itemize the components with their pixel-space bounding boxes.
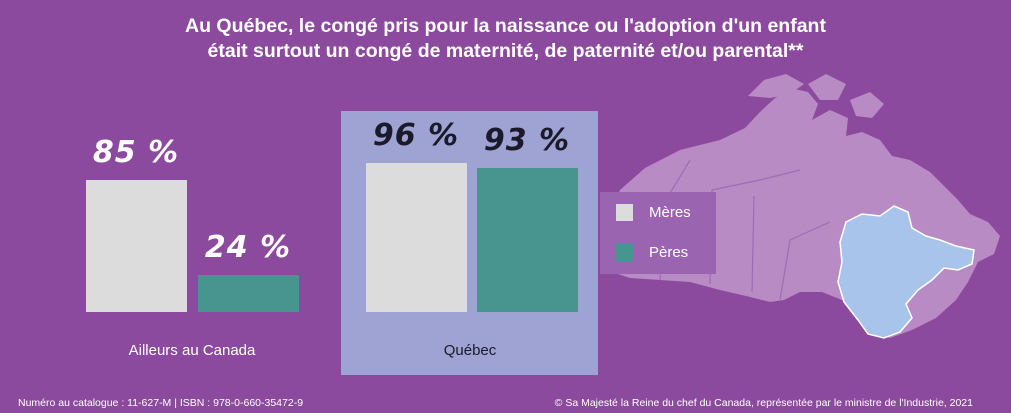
data-label-quebec-meres: 96 % xyxy=(372,118,460,154)
chart-title-line-2: était surtout un congé de maternité, de … xyxy=(207,40,804,62)
footer-copyright: © Sa Majesté la Reine du chef du Canada,… xyxy=(554,397,973,409)
category-label-quebec: Québec xyxy=(443,342,497,359)
data-label-ailleurs-peres: 24 % xyxy=(204,229,292,265)
quebec-map-shape xyxy=(837,205,975,339)
legend-swatch-peres xyxy=(616,244,633,261)
legend-swatch-meres xyxy=(616,204,633,221)
legend-label-peres: Pères xyxy=(649,244,689,261)
footer-catalogue: Numéro au catalogue : 11-627-M | ISBN : … xyxy=(18,397,304,409)
data-label-quebec-peres: 93 % xyxy=(483,122,571,158)
legend-label-meres: Mères xyxy=(649,204,691,221)
bar-ailleurs-meres xyxy=(86,180,187,312)
chart-title: Au Québec, le congé pris pour la naissan… xyxy=(0,14,1011,64)
legend-item-peres: Pères xyxy=(616,244,688,261)
bar-quebec-peres xyxy=(477,167,578,312)
bar-ailleurs-peres xyxy=(198,274,299,312)
bar-quebec-meres xyxy=(366,163,467,312)
category-label-ailleurs: Ailleurs au Canada xyxy=(128,342,256,359)
legend-item-meres: Mères xyxy=(616,204,691,221)
data-label-ailleurs-meres: 85 % xyxy=(92,135,180,171)
chart-title-line-1: Au Québec, le congé pris pour la naissan… xyxy=(185,15,826,37)
legend: Mères Pères xyxy=(600,192,716,274)
